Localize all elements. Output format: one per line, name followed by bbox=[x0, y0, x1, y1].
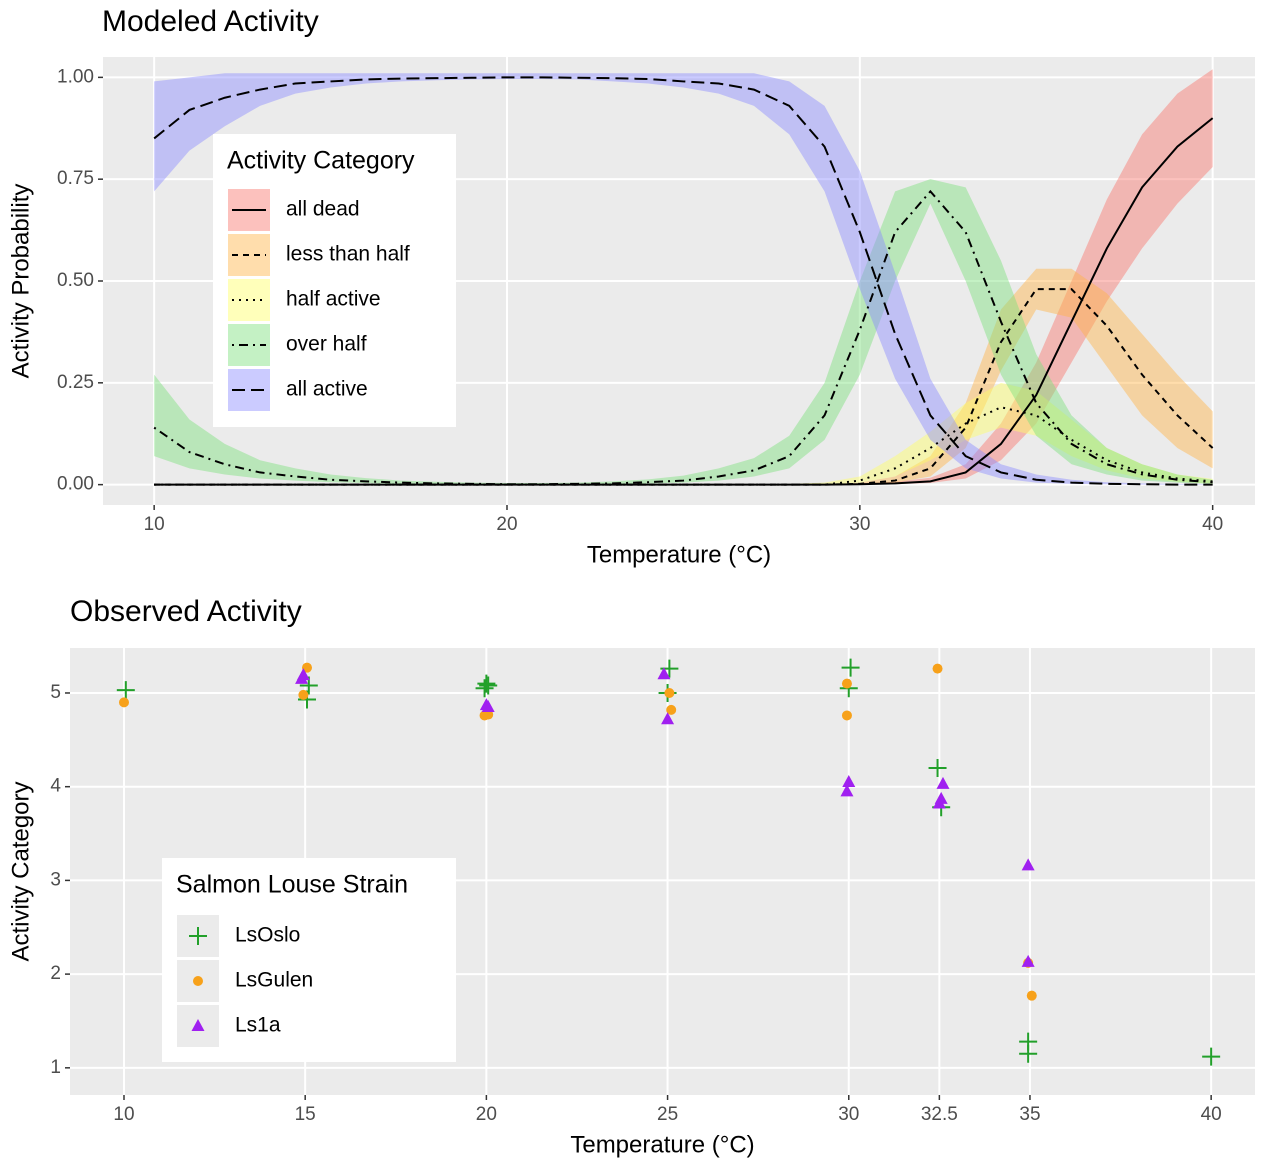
x-tick-label: 32.5 bbox=[921, 1104, 958, 1125]
x-tick-label: 40 bbox=[1201, 1104, 1222, 1125]
point bbox=[479, 676, 498, 695]
legend-title: Salmon Louse Strain bbox=[176, 871, 408, 899]
point bbox=[661, 712, 675, 725]
point bbox=[475, 679, 494, 698]
y-tick-label: 5 bbox=[50, 682, 61, 703]
point bbox=[932, 663, 943, 674]
legend-label: over half bbox=[286, 333, 367, 356]
point bbox=[666, 704, 677, 715]
x-axis-title: Temperature (°C) bbox=[570, 1131, 754, 1158]
point bbox=[477, 674, 496, 693]
y-tick-label: 0.50 bbox=[57, 270, 94, 291]
point bbox=[298, 689, 309, 700]
x-tick-label: 10 bbox=[113, 1104, 134, 1125]
point bbox=[1026, 990, 1037, 1001]
legend-box bbox=[213, 134, 456, 427]
point bbox=[1021, 858, 1035, 871]
y-tick-label: 1.00 bbox=[57, 66, 94, 87]
x-tick-label: 40 bbox=[1202, 514, 1223, 535]
legend-label: half active bbox=[286, 288, 381, 311]
x-tick-label: 30 bbox=[849, 514, 870, 535]
legend-label: LsGulen bbox=[235, 969, 313, 992]
point bbox=[928, 758, 947, 777]
confidence-band bbox=[154, 268, 1213, 485]
point bbox=[481, 700, 495, 713]
y-tick-label: 2 bbox=[50, 963, 61, 984]
x-tick-label: 30 bbox=[838, 1104, 859, 1125]
legend-marker bbox=[193, 976, 203, 986]
legend-title: Activity Category bbox=[227, 147, 415, 175]
chart-title: Observed Activity bbox=[70, 595, 302, 628]
legend-label: LsOslo bbox=[235, 924, 300, 947]
point bbox=[1021, 954, 1035, 967]
x-tick-label: 25 bbox=[657, 1104, 678, 1125]
legend-label: Ls1a bbox=[235, 1014, 281, 1037]
point bbox=[664, 687, 675, 698]
x-tick-label: 10 bbox=[144, 514, 165, 535]
x-tick-label: 15 bbox=[295, 1104, 316, 1125]
y-tick-label: 1 bbox=[50, 1057, 61, 1078]
line bbox=[154, 406, 1213, 486]
legend-marker bbox=[191, 1019, 205, 1031]
point bbox=[657, 667, 671, 680]
legend-marker bbox=[189, 927, 207, 945]
x-tick-label: 20 bbox=[496, 514, 517, 535]
point bbox=[1202, 1047, 1221, 1066]
point bbox=[936, 776, 950, 789]
point bbox=[116, 681, 135, 700]
point bbox=[841, 678, 852, 689]
y-tick-label: 4 bbox=[50, 776, 61, 797]
y-tick-label: 3 bbox=[50, 869, 61, 890]
y-axis-title: Activity Probability bbox=[7, 184, 34, 379]
point bbox=[302, 662, 312, 673]
point bbox=[296, 668, 310, 681]
chart-title: Modeled Activity bbox=[102, 5, 319, 38]
y-tick-label: 0.00 bbox=[57, 474, 94, 495]
line bbox=[153, 189, 1213, 486]
y-tick-label: 0.25 bbox=[57, 372, 94, 393]
point bbox=[932, 796, 946, 809]
point bbox=[842, 775, 856, 788]
legend-label: all dead bbox=[286, 198, 360, 221]
legend-label: all active bbox=[286, 378, 368, 401]
point bbox=[841, 710, 852, 721]
legend-label: less than half bbox=[286, 243, 410, 266]
x-axis-title: Temperature (°C) bbox=[587, 541, 771, 568]
line bbox=[153, 76, 1213, 486]
point bbox=[1019, 1044, 1038, 1063]
legend-key bbox=[228, 279, 270, 321]
confidence-band bbox=[154, 179, 1213, 485]
point bbox=[841, 658, 860, 677]
point bbox=[840, 784, 854, 797]
x-tick-label: 20 bbox=[476, 1104, 497, 1125]
y-tick-label: 0.75 bbox=[57, 168, 94, 189]
y-axis-title: Activity Category bbox=[7, 781, 34, 961]
point bbox=[118, 697, 129, 708]
x-tick-label: 35 bbox=[1019, 1104, 1040, 1125]
